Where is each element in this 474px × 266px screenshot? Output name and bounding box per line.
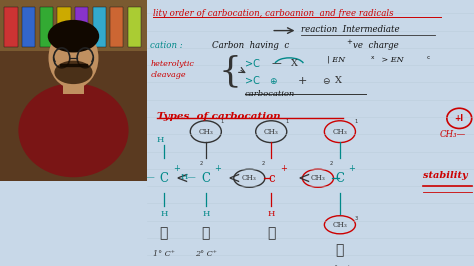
- Text: C: C: [201, 172, 210, 185]
- Text: CH₃: CH₃: [332, 221, 347, 229]
- Text: CH₃: CH₃: [332, 128, 347, 136]
- Text: H—: H—: [139, 173, 155, 181]
- Text: CH₃: CH₃: [310, 174, 326, 182]
- Bar: [128, 7, 141, 47]
- Text: 3° C⁺: 3° C⁺: [329, 265, 351, 266]
- Text: Types  of carbocation: Types of carbocation: [157, 112, 281, 121]
- Text: +: +: [214, 164, 221, 173]
- Bar: [57, 7, 71, 47]
- Text: +I: +I: [455, 114, 464, 123]
- Text: heterolytic
cleavage: heterolytic cleavage: [150, 60, 194, 80]
- Text: +: +: [346, 39, 352, 45]
- Text: 2: 2: [261, 161, 265, 166]
- Text: > EN: > EN: [379, 56, 404, 64]
- Text: cation :: cation :: [150, 41, 183, 50]
- Text: CH₃—: CH₃—: [440, 130, 466, 139]
- Text: >C: >C: [245, 59, 260, 69]
- Ellipse shape: [48, 20, 99, 52]
- Text: H: H: [267, 210, 275, 218]
- Text: C: C: [336, 172, 345, 185]
- Bar: [0, 0, 147, 51]
- Text: —: —: [271, 59, 281, 69]
- Text: ⊖: ⊖: [322, 77, 329, 86]
- Circle shape: [48, 27, 99, 89]
- Bar: [110, 7, 123, 47]
- Text: H: H: [156, 136, 164, 144]
- Text: ⏜: ⏜: [201, 226, 210, 240]
- Text: <: <: [298, 171, 310, 186]
- Text: ⏜: ⏜: [160, 226, 168, 240]
- Bar: [22, 7, 35, 47]
- Text: Carbon  having  c: Carbon having c: [212, 41, 290, 50]
- Text: 1: 1: [220, 119, 224, 123]
- Text: >C: >C: [245, 76, 260, 86]
- Text: CH₃: CH₃: [264, 128, 279, 136]
- Text: +: +: [291, 76, 307, 86]
- Bar: [4, 7, 18, 47]
- Text: 1° C⁺: 1° C⁺: [153, 250, 175, 258]
- Text: ⏜: ⏜: [336, 243, 344, 257]
- Text: x: x: [371, 55, 374, 60]
- Text: 3: 3: [355, 216, 358, 221]
- Text: stability: stability: [423, 171, 468, 180]
- Text: +: +: [280, 164, 287, 173]
- Text: CH₃: CH₃: [199, 128, 213, 136]
- Text: 2: 2: [199, 161, 202, 166]
- Bar: [40, 7, 53, 47]
- Text: ⊕: ⊕: [270, 77, 277, 86]
- Text: +: +: [348, 164, 356, 173]
- Text: 2° C⁺: 2° C⁺: [195, 250, 217, 258]
- Ellipse shape: [55, 61, 92, 84]
- Text: carbocation: carbocation: [245, 90, 295, 98]
- Text: H: H: [202, 210, 210, 218]
- Bar: [92, 7, 106, 47]
- Text: lity order of carbocation, carboanion  and free radicals: lity order of carbocation, carboanion an…: [154, 9, 394, 18]
- Text: 1: 1: [355, 119, 358, 123]
- Text: +: +: [173, 164, 180, 173]
- Text: H—: H—: [180, 173, 196, 181]
- Text: | EN: | EN: [327, 56, 345, 64]
- Text: C: C: [159, 172, 168, 185]
- Bar: [63, 72, 84, 94]
- Text: ⏜: ⏜: [267, 226, 275, 240]
- Text: {: {: [219, 55, 242, 89]
- Text: X: X: [291, 59, 298, 68]
- Text: <: <: [227, 171, 240, 186]
- Text: ve  charge: ve charge: [353, 41, 399, 50]
- Bar: [75, 7, 88, 47]
- Text: c: c: [268, 172, 274, 185]
- Text: 1: 1: [286, 119, 289, 123]
- Text: 2: 2: [330, 161, 333, 166]
- Text: <: <: [175, 171, 188, 186]
- Text: H: H: [160, 210, 168, 218]
- Text: CH₃: CH₃: [242, 174, 257, 182]
- Text: X: X: [335, 76, 342, 85]
- Text: reaction  Intermediate: reaction Intermediate: [301, 25, 399, 34]
- Text: c: c: [427, 55, 430, 60]
- Ellipse shape: [18, 83, 128, 177]
